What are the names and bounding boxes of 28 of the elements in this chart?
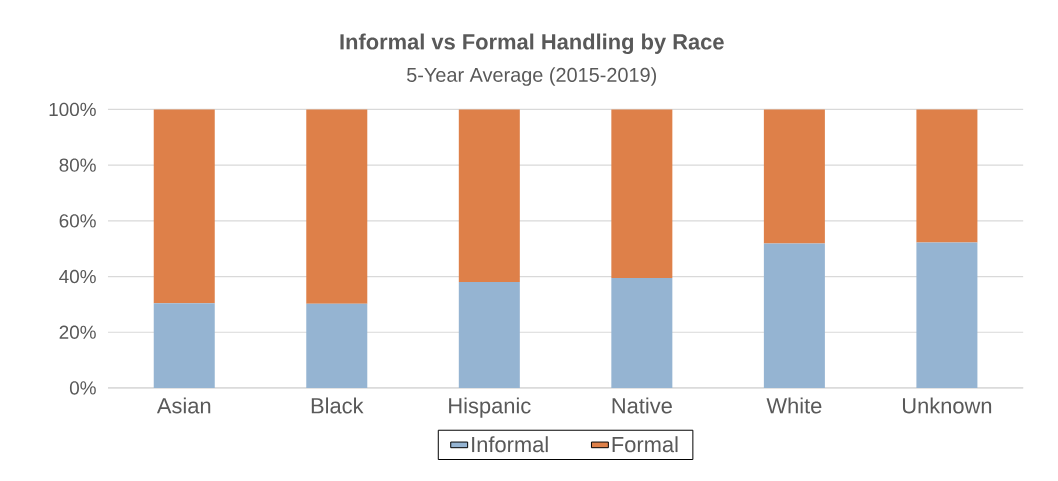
x-tick-label: Hispanic [449, 397, 531, 418]
legend-label: Formal [612, 435, 678, 453]
bar [916, 109, 978, 243]
x-tick-label: Asian [156, 397, 211, 414]
bar [458, 281, 520, 388]
bar [306, 303, 368, 388]
bar [611, 277, 673, 388]
x-tick-label: Native [612, 397, 672, 414]
y-tick-label: 80% [59, 158, 96, 172]
x-tick-label: White [766, 397, 822, 414]
legend-label: Informal [472, 435, 548, 453]
y-tick-label: 20% [59, 325, 96, 339]
x-tick-label: Black [311, 397, 364, 414]
y-tick-label: 0% [69, 381, 96, 395]
x-tick-label: Unknown [902, 397, 992, 414]
bar [763, 109, 825, 244]
y-tick-label: 60% [59, 213, 96, 228]
chart-subtitle: 5-Year Average (2015-2019) [407, 67, 656, 86]
bar [916, 242, 978, 388]
y-tick-label: 100% [49, 102, 96, 116]
bar [611, 109, 673, 278]
bar [458, 109, 520, 282]
chart-title: Informal vs Formal Handling by Race [340, 33, 724, 54]
bar [763, 243, 825, 388]
y-tick-label: 40% [59, 269, 96, 283]
bar [153, 303, 215, 388]
bar [306, 109, 368, 304]
bar [153, 109, 215, 304]
